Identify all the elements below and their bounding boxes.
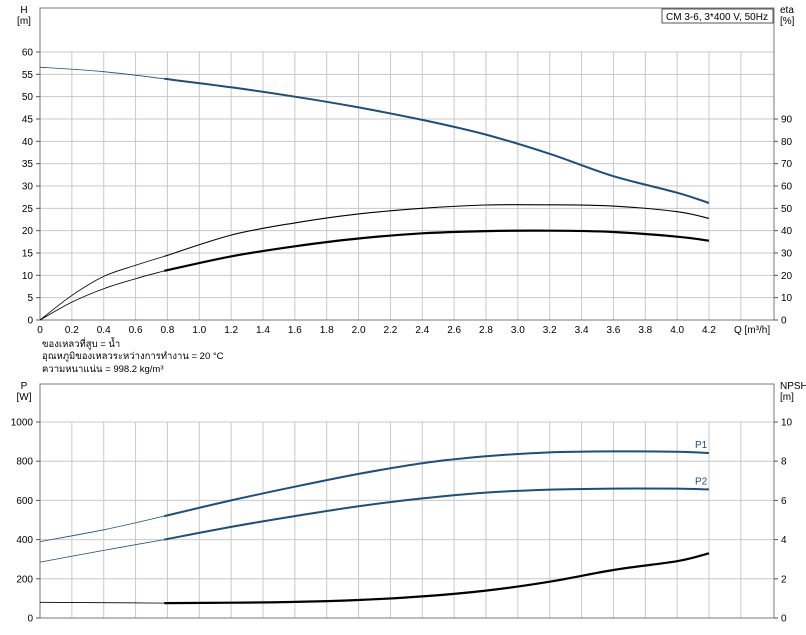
curve-0-2-low-flow [39,270,165,321]
tick-label-right: 70 [781,159,793,170]
tick-label-left: 600 [16,496,33,507]
tick-label-left: 55 [22,70,34,81]
tick-label-left: 40 [22,137,34,148]
series-label: P2 [695,476,708,487]
curve-0-1-low-flow [39,256,165,321]
bottom-chart-grid [40,421,774,618]
tick-label-left: 10 [22,271,34,282]
curve-1-0 [163,450,710,518]
y-axis-label-right: NPSH [780,381,806,392]
tick-label-left: 50 [22,92,34,103]
tick-label-right: 0 [781,614,787,625]
curve-1-0-low-flow [39,515,165,542]
tick-label-left: 800 [16,457,33,468]
tick-label-right: 4 [781,535,787,546]
x-tick-label: 4.0 [670,325,684,336]
tick-label-left: 20 [22,226,34,237]
tick-label-left: 5 [27,293,33,304]
x-tick-label: 1.2 [224,325,238,336]
curve-0-1 [164,204,710,257]
note-density: ความหนาแน่น = 998.2 kg/m³ [42,364,163,375]
tick-label-left: 35 [22,159,34,170]
y-axis-label-left: [W] [17,392,32,403]
x-tick-label: 0.4 [97,325,111,336]
y-axis-label-right: [m] [780,392,794,403]
bottom-chart-curves: P1 P2 [39,440,710,605]
tick-label-right: 6 [781,496,787,507]
top-chart-curves [39,66,710,321]
x-tick-label: 0.8 [160,325,174,336]
tick-label-right: 40 [781,226,793,237]
y-axis-label-left: [m] [17,16,31,27]
tick-label-left: 200 [16,574,33,585]
x-tick-label: 1.8 [320,325,334,336]
tick-label-right: 10 [781,418,793,429]
tick-label-right: 50 [781,204,793,215]
tick-label-left: 400 [16,535,33,546]
curve-1-2 [164,552,710,605]
top-chart-axes: 0 5 10 15 20 25 30 35 40 45 50 55 60 0 10 20 30 40 50 60 70 8… [17,5,795,336]
tick-label-right: 10 [781,293,793,304]
tick-label-right: 2 [781,574,787,585]
x-tick-label: 0.2 [65,325,79,336]
y-axis-label-left: P [21,381,28,392]
curve-0-0-low-flow [39,66,165,80]
tick-label-left: 60 [22,48,34,59]
tick-label-right: 0 [781,316,787,327]
note-temperature: อุณหภูมิของเหลวระหว่างการทำงาน = 20 °C [42,351,224,362]
curve-1-2-low-flow [39,601,165,604]
y-axis-label-right: [%] [780,16,795,27]
note-liquid: ของเหลวที่สูบ = น้ำ [42,337,120,350]
tick-label-left: 25 [22,204,34,215]
x-tick-label: 0.6 [129,325,143,336]
series-label: P1 [695,440,708,451]
x-tick-label: 4.2 [702,325,716,336]
tick-label-left: 30 [22,182,34,193]
tick-label-left: 0 [27,614,33,625]
x-axis-label: Q [m³/h] [734,325,770,336]
x-tick-label: 1.0 [192,325,206,336]
x-tick-label: 2.8 [479,325,493,336]
x-tick-label: 3.4 [575,325,589,336]
title-box-text: CM 3-6, 3*400 V, 50Hz [666,12,768,23]
tick-label-right: 30 [781,249,793,260]
tick-label-left: 15 [22,249,34,260]
curve-0-2 [163,229,710,272]
x-tick-label: 3.6 [606,325,620,336]
x-tick-label: 1.6 [288,325,302,336]
curve-1-1-low-flow [39,539,165,563]
x-tick-label: 3.2 [543,325,557,336]
tick-label-right: 90 [781,115,793,126]
x-tick-label: 3.0 [511,325,525,336]
y-axis-label-right: eta [780,5,794,16]
top-chart-grid [40,51,774,320]
curve-1-1 [164,487,710,541]
bottom-chart-frame [39,383,775,619]
bottom-chart-axes: 0 200 400 600 800 1000 0 2 4 6 8 10 P[W] NPSH[m] [11,381,806,625]
tick-label-right: 60 [781,182,793,193]
x-tick-label: 2.2 [383,325,397,336]
x-tick-label: 2.0 [352,325,366,336]
x-tick-label: 0 [37,325,43,336]
tick-label-right: 20 [781,271,793,282]
x-tick-label: 2.6 [447,325,461,336]
title-box [661,8,774,24]
tick-label-left: 45 [22,115,34,126]
y-axis-label-left: H [20,5,27,16]
curve-0-0 [164,77,710,204]
x-tick-label: 3.8 [638,325,652,336]
x-tick-label: 2.4 [415,325,429,336]
tick-label-left: 0 [27,316,33,327]
tick-label-right: 8 [781,457,787,468]
tick-label-left: 1000 [11,418,34,429]
tick-label-right: 80 [781,137,793,148]
x-tick-label: 1.4 [256,325,270,336]
